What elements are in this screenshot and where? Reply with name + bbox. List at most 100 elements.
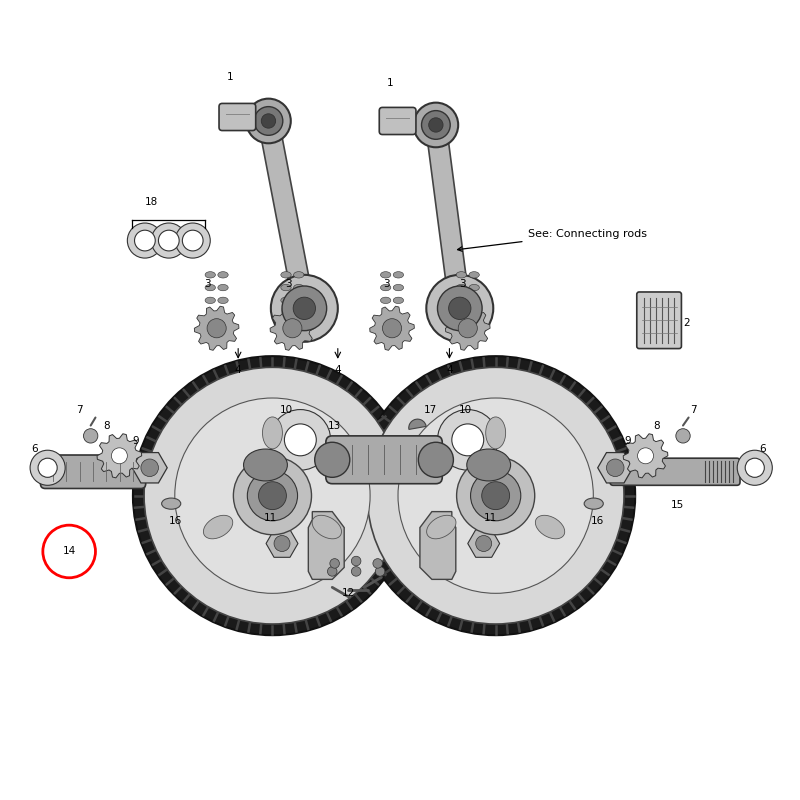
Circle shape [246, 98, 290, 143]
FancyBboxPatch shape [219, 103, 256, 130]
Circle shape [356, 356, 635, 635]
Polygon shape [258, 119, 314, 310]
Ellipse shape [294, 297, 304, 303]
Circle shape [293, 297, 315, 319]
Circle shape [282, 286, 326, 330]
Ellipse shape [294, 285, 304, 290]
Ellipse shape [381, 272, 391, 278]
Circle shape [398, 398, 594, 594]
Circle shape [314, 442, 350, 478]
Text: 9: 9 [625, 437, 631, 446]
Ellipse shape [456, 297, 466, 303]
FancyBboxPatch shape [637, 292, 682, 349]
Polygon shape [31, 460, 46, 484]
Circle shape [330, 558, 339, 568]
Circle shape [449, 297, 471, 319]
FancyBboxPatch shape [379, 107, 416, 134]
Text: See: Connecting rods: See: Connecting rods [458, 229, 646, 251]
Circle shape [207, 318, 226, 338]
Ellipse shape [584, 498, 603, 510]
Polygon shape [623, 434, 668, 478]
Circle shape [144, 367, 401, 624]
Ellipse shape [456, 272, 466, 278]
Circle shape [676, 429, 690, 443]
Text: 14: 14 [62, 546, 76, 557]
Circle shape [418, 442, 454, 478]
Ellipse shape [394, 297, 403, 303]
Circle shape [234, 457, 311, 534]
Ellipse shape [218, 272, 228, 278]
Text: 10: 10 [459, 405, 472, 414]
Ellipse shape [205, 272, 215, 278]
Text: 6: 6 [759, 445, 766, 454]
Text: 8: 8 [654, 421, 660, 430]
Circle shape [83, 429, 98, 443]
Ellipse shape [203, 515, 233, 539]
Polygon shape [308, 512, 344, 579]
Circle shape [134, 230, 155, 251]
Text: 6: 6 [31, 445, 38, 454]
Text: 18: 18 [145, 198, 158, 207]
FancyBboxPatch shape [610, 458, 740, 486]
Ellipse shape [243, 449, 287, 481]
Circle shape [174, 398, 370, 594]
Circle shape [327, 566, 337, 576]
Circle shape [351, 556, 361, 566]
Ellipse shape [281, 285, 291, 290]
Polygon shape [446, 306, 490, 350]
Text: 17: 17 [424, 405, 437, 414]
Circle shape [438, 410, 498, 470]
Circle shape [738, 450, 772, 486]
Polygon shape [468, 530, 500, 558]
Circle shape [457, 457, 534, 534]
Circle shape [351, 566, 361, 576]
Ellipse shape [294, 272, 304, 278]
Polygon shape [266, 530, 298, 558]
Ellipse shape [381, 285, 391, 290]
Circle shape [38, 458, 57, 478]
Circle shape [482, 482, 510, 510]
Circle shape [151, 223, 186, 258]
FancyBboxPatch shape [326, 436, 442, 484]
Text: 11: 11 [264, 513, 278, 523]
Text: 9: 9 [132, 437, 138, 446]
Circle shape [30, 450, 65, 486]
Circle shape [158, 230, 179, 251]
Circle shape [422, 110, 450, 139]
Circle shape [182, 230, 203, 251]
Circle shape [382, 318, 402, 338]
Text: 4: 4 [235, 365, 242, 374]
Text: 11: 11 [484, 513, 498, 523]
Circle shape [470, 470, 521, 521]
Ellipse shape [218, 297, 228, 303]
Circle shape [375, 566, 385, 576]
Text: 15: 15 [671, 500, 684, 510]
Polygon shape [132, 453, 167, 483]
Ellipse shape [218, 285, 228, 290]
Polygon shape [270, 306, 314, 350]
Circle shape [270, 410, 330, 470]
Circle shape [414, 102, 458, 147]
Text: 1: 1 [387, 78, 394, 88]
Circle shape [141, 459, 158, 477]
Circle shape [426, 275, 494, 342]
Circle shape [438, 286, 482, 330]
Polygon shape [598, 453, 633, 483]
Ellipse shape [281, 297, 291, 303]
Circle shape [606, 459, 624, 477]
Circle shape [247, 470, 298, 521]
Ellipse shape [486, 417, 506, 449]
Ellipse shape [162, 498, 181, 510]
Circle shape [373, 558, 382, 568]
Polygon shape [370, 306, 414, 350]
Polygon shape [426, 124, 470, 310]
Circle shape [262, 114, 276, 128]
Text: 3: 3 [383, 279, 390, 290]
Circle shape [367, 367, 624, 624]
Text: 4: 4 [334, 365, 341, 374]
Polygon shape [194, 306, 239, 350]
Ellipse shape [281, 272, 291, 278]
Circle shape [638, 448, 654, 464]
Ellipse shape [456, 285, 466, 290]
Wedge shape [409, 419, 426, 430]
